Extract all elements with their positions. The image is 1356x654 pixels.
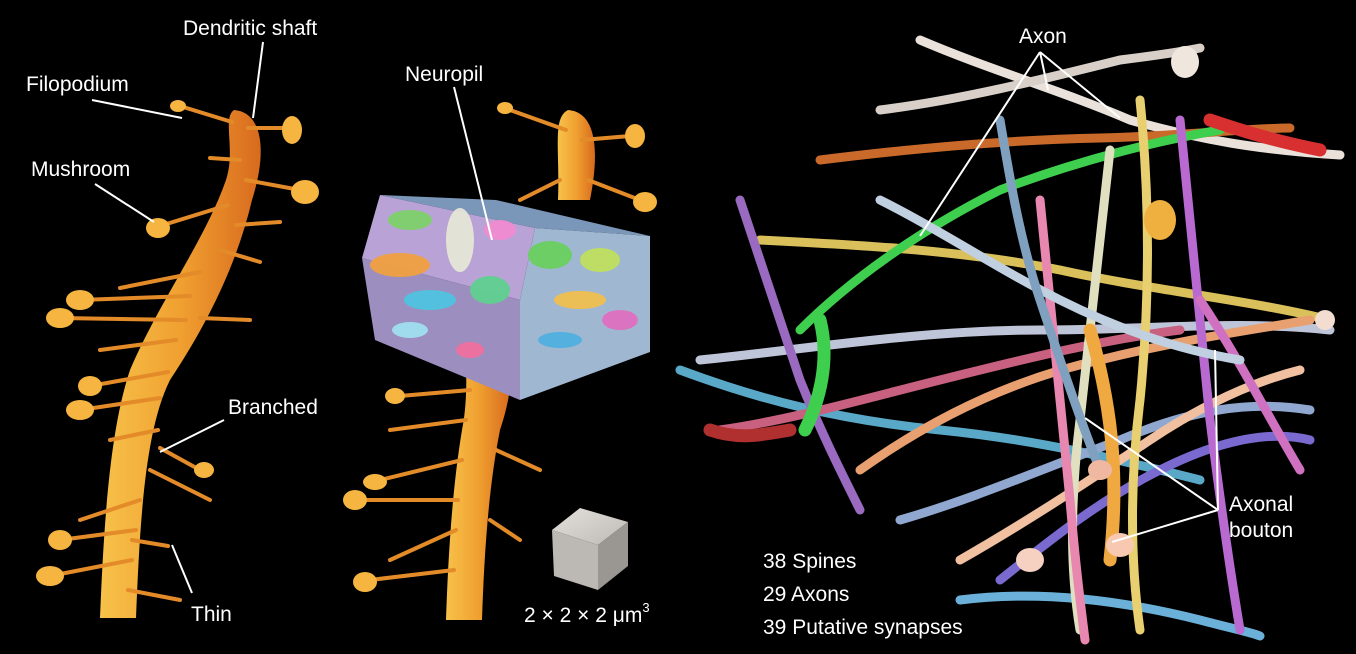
label-mushroom: Mushroom <box>31 158 131 181</box>
label-axonal-bouton-line2: bouton <box>1229 519 1294 542</box>
leader-mushroom <box>94 183 155 223</box>
stat-spines: 38 Spines <box>763 550 857 573</box>
stats-list: 38 Spines 29 Axons 39 Putative synapses <box>763 545 963 644</box>
leader-bouton-3 <box>1111 509 1219 543</box>
leader-lines <box>91 41 1219 594</box>
label-thin: Thin <box>191 603 232 626</box>
label-dendritic-shaft: Dendritic shaft <box>183 17 318 40</box>
leader-bouton-1 <box>1214 349 1219 511</box>
leader-axon-2 <box>1039 51 1049 91</box>
axon-bundle <box>675 35 1345 645</box>
leader-dendritic-shaft <box>252 41 264 119</box>
label-filopodium: Filopodium <box>26 73 129 96</box>
leader-thin <box>171 544 193 594</box>
thin-spine <box>130 538 170 548</box>
mushroom-spine <box>158 203 230 228</box>
label-axonal-bouton: Axonal bouton <box>1229 492 1293 544</box>
scale-text: 2 × 2 × 2 μm <box>524 604 643 627</box>
neuropil-block <box>362 195 650 400</box>
scale-exponent: 3 <box>642 600 650 615</box>
label-axon: Axon <box>1019 25 1067 48</box>
leader-neuropil <box>453 86 493 241</box>
branched-spine <box>158 446 202 472</box>
stat-synapses: 39 Putative synapses <box>763 616 963 639</box>
label-neuropil: Neuropil <box>405 63 484 86</box>
left-dendrite <box>36 100 319 618</box>
stat-axons: 29 Axons <box>763 583 850 606</box>
scale-label: 2 × 2 × 2 μm3 <box>524 600 650 628</box>
leader-branched <box>159 419 225 453</box>
leader-filopodium <box>91 99 183 119</box>
scale-cube <box>552 508 628 590</box>
leader-bouton-2 <box>1084 417 1219 511</box>
leader-axon-1 <box>919 51 1041 237</box>
filopodium-spine <box>178 104 234 124</box>
leader-axon-3 <box>1039 51 1121 119</box>
label-axonal-bouton-line1: Axonal <box>1229 493 1294 516</box>
middle-dendrite <box>343 102 657 620</box>
left-dendrite-shaft <box>100 110 261 618</box>
label-branched: Branched <box>228 396 318 419</box>
